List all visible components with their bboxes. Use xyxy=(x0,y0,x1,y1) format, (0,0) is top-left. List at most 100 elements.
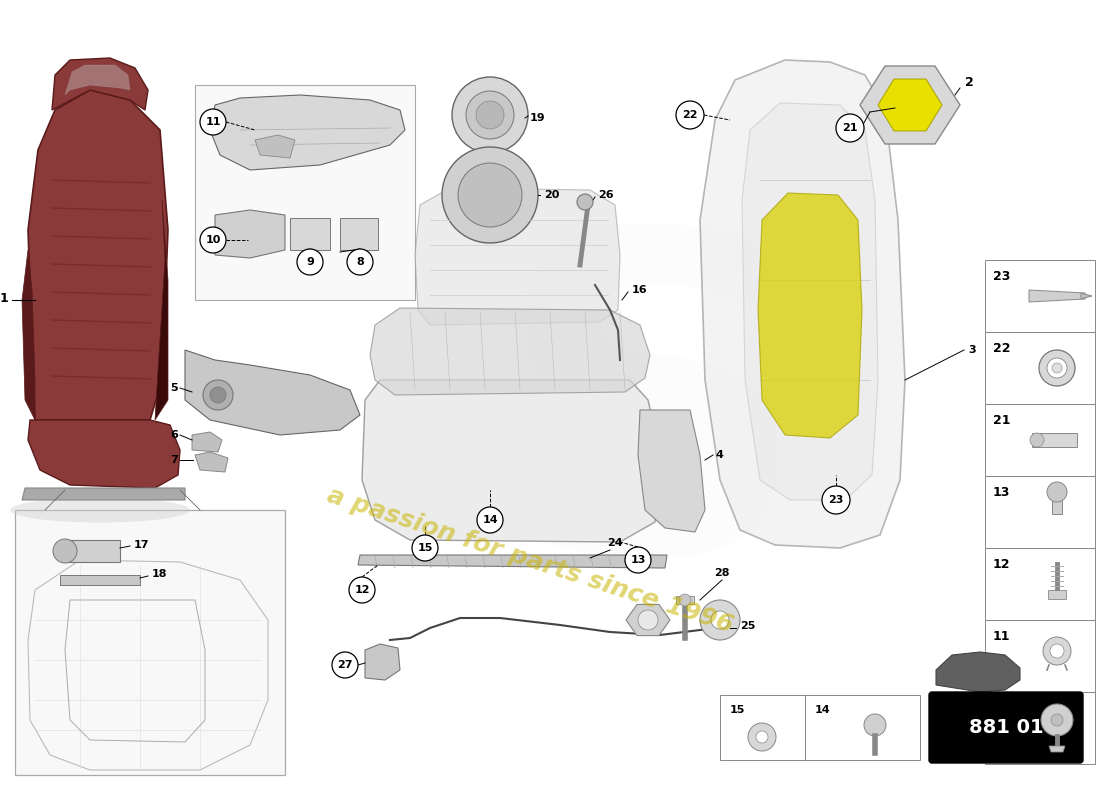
Text: 16: 16 xyxy=(632,285,648,295)
Text: 9: 9 xyxy=(306,257,313,267)
Polygon shape xyxy=(28,420,180,488)
Polygon shape xyxy=(210,95,405,170)
Text: 7: 7 xyxy=(170,455,178,465)
Circle shape xyxy=(1050,644,1064,658)
Bar xyxy=(984,404,1094,476)
Circle shape xyxy=(349,577,375,603)
Circle shape xyxy=(1030,433,1044,447)
Circle shape xyxy=(625,547,651,573)
Circle shape xyxy=(638,610,658,630)
Circle shape xyxy=(676,101,704,129)
Bar xyxy=(340,218,378,250)
Circle shape xyxy=(412,535,438,561)
Circle shape xyxy=(700,600,740,640)
Text: 12: 12 xyxy=(354,585,370,595)
Text: 13: 13 xyxy=(993,486,1011,499)
Text: 17: 17 xyxy=(134,540,150,550)
Polygon shape xyxy=(185,350,360,435)
Text: 25: 25 xyxy=(740,621,756,631)
Circle shape xyxy=(210,387,225,403)
Text: 10: 10 xyxy=(993,702,1011,715)
Ellipse shape xyxy=(10,498,190,522)
Text: 8: 8 xyxy=(356,260,364,270)
Polygon shape xyxy=(936,652,1020,692)
Text: 5: 5 xyxy=(170,383,178,393)
Circle shape xyxy=(748,723,775,751)
Text: 2: 2 xyxy=(965,75,974,89)
Text: 20: 20 xyxy=(544,190,560,200)
Polygon shape xyxy=(362,380,662,542)
Bar xyxy=(290,218,330,250)
Polygon shape xyxy=(700,60,905,548)
Polygon shape xyxy=(255,135,295,158)
Text: 14: 14 xyxy=(482,515,498,525)
Text: 22: 22 xyxy=(682,110,697,120)
Text: 23: 23 xyxy=(993,270,1011,283)
Bar xyxy=(984,548,1094,620)
Circle shape xyxy=(864,714,886,736)
Bar xyxy=(720,695,920,760)
Bar xyxy=(1032,433,1077,447)
Polygon shape xyxy=(415,188,620,325)
Circle shape xyxy=(466,91,514,139)
Circle shape xyxy=(458,163,522,227)
Text: 1: 1 xyxy=(0,291,8,305)
Text: 14: 14 xyxy=(815,705,830,715)
Polygon shape xyxy=(365,644,400,680)
Text: 19: 19 xyxy=(530,113,546,123)
Text: 18: 18 xyxy=(152,569,167,579)
Text: 13: 13 xyxy=(630,555,646,565)
Circle shape xyxy=(822,486,850,514)
Text: 3: 3 xyxy=(968,345,976,355)
Polygon shape xyxy=(370,308,650,395)
Bar xyxy=(984,620,1094,692)
Text: 10: 10 xyxy=(206,235,221,245)
Text: 15: 15 xyxy=(730,705,746,715)
Text: 28: 28 xyxy=(714,568,729,578)
Circle shape xyxy=(200,109,225,135)
Polygon shape xyxy=(638,410,705,532)
Polygon shape xyxy=(195,452,228,472)
Text: 11: 11 xyxy=(206,117,221,127)
Circle shape xyxy=(1041,704,1072,736)
Polygon shape xyxy=(28,90,168,420)
Polygon shape xyxy=(1028,290,1085,302)
Polygon shape xyxy=(1081,293,1092,299)
Text: 21: 21 xyxy=(843,123,858,133)
Bar xyxy=(195,85,415,300)
Text: S: S xyxy=(490,215,810,645)
Circle shape xyxy=(1052,363,1062,373)
Polygon shape xyxy=(214,210,285,258)
Bar xyxy=(984,476,1094,548)
Circle shape xyxy=(836,114,864,142)
Polygon shape xyxy=(1049,746,1065,752)
Circle shape xyxy=(204,380,233,410)
Text: 12: 12 xyxy=(993,558,1011,571)
Text: 9: 9 xyxy=(307,260,315,270)
Polygon shape xyxy=(742,103,878,500)
Text: 22: 22 xyxy=(993,342,1011,355)
Circle shape xyxy=(477,507,503,533)
Circle shape xyxy=(1050,714,1063,726)
Text: 11: 11 xyxy=(993,630,1011,643)
Text: 21: 21 xyxy=(993,414,1011,427)
Text: 4: 4 xyxy=(715,450,723,460)
Polygon shape xyxy=(192,432,222,452)
Text: 23: 23 xyxy=(828,495,844,505)
Text: 6: 6 xyxy=(170,430,178,440)
Polygon shape xyxy=(878,79,942,131)
FancyBboxPatch shape xyxy=(930,692,1084,763)
Text: 881 01: 881 01 xyxy=(969,718,1043,737)
Text: 24: 24 xyxy=(607,538,623,548)
Text: 27: 27 xyxy=(338,660,353,670)
Circle shape xyxy=(756,731,768,743)
Polygon shape xyxy=(52,58,148,110)
Bar xyxy=(676,596,694,604)
Text: 8: 8 xyxy=(356,257,364,267)
Circle shape xyxy=(442,147,538,243)
Polygon shape xyxy=(860,66,960,144)
Polygon shape xyxy=(65,65,130,95)
Bar xyxy=(984,332,1094,404)
Polygon shape xyxy=(758,193,862,438)
Circle shape xyxy=(578,194,593,210)
